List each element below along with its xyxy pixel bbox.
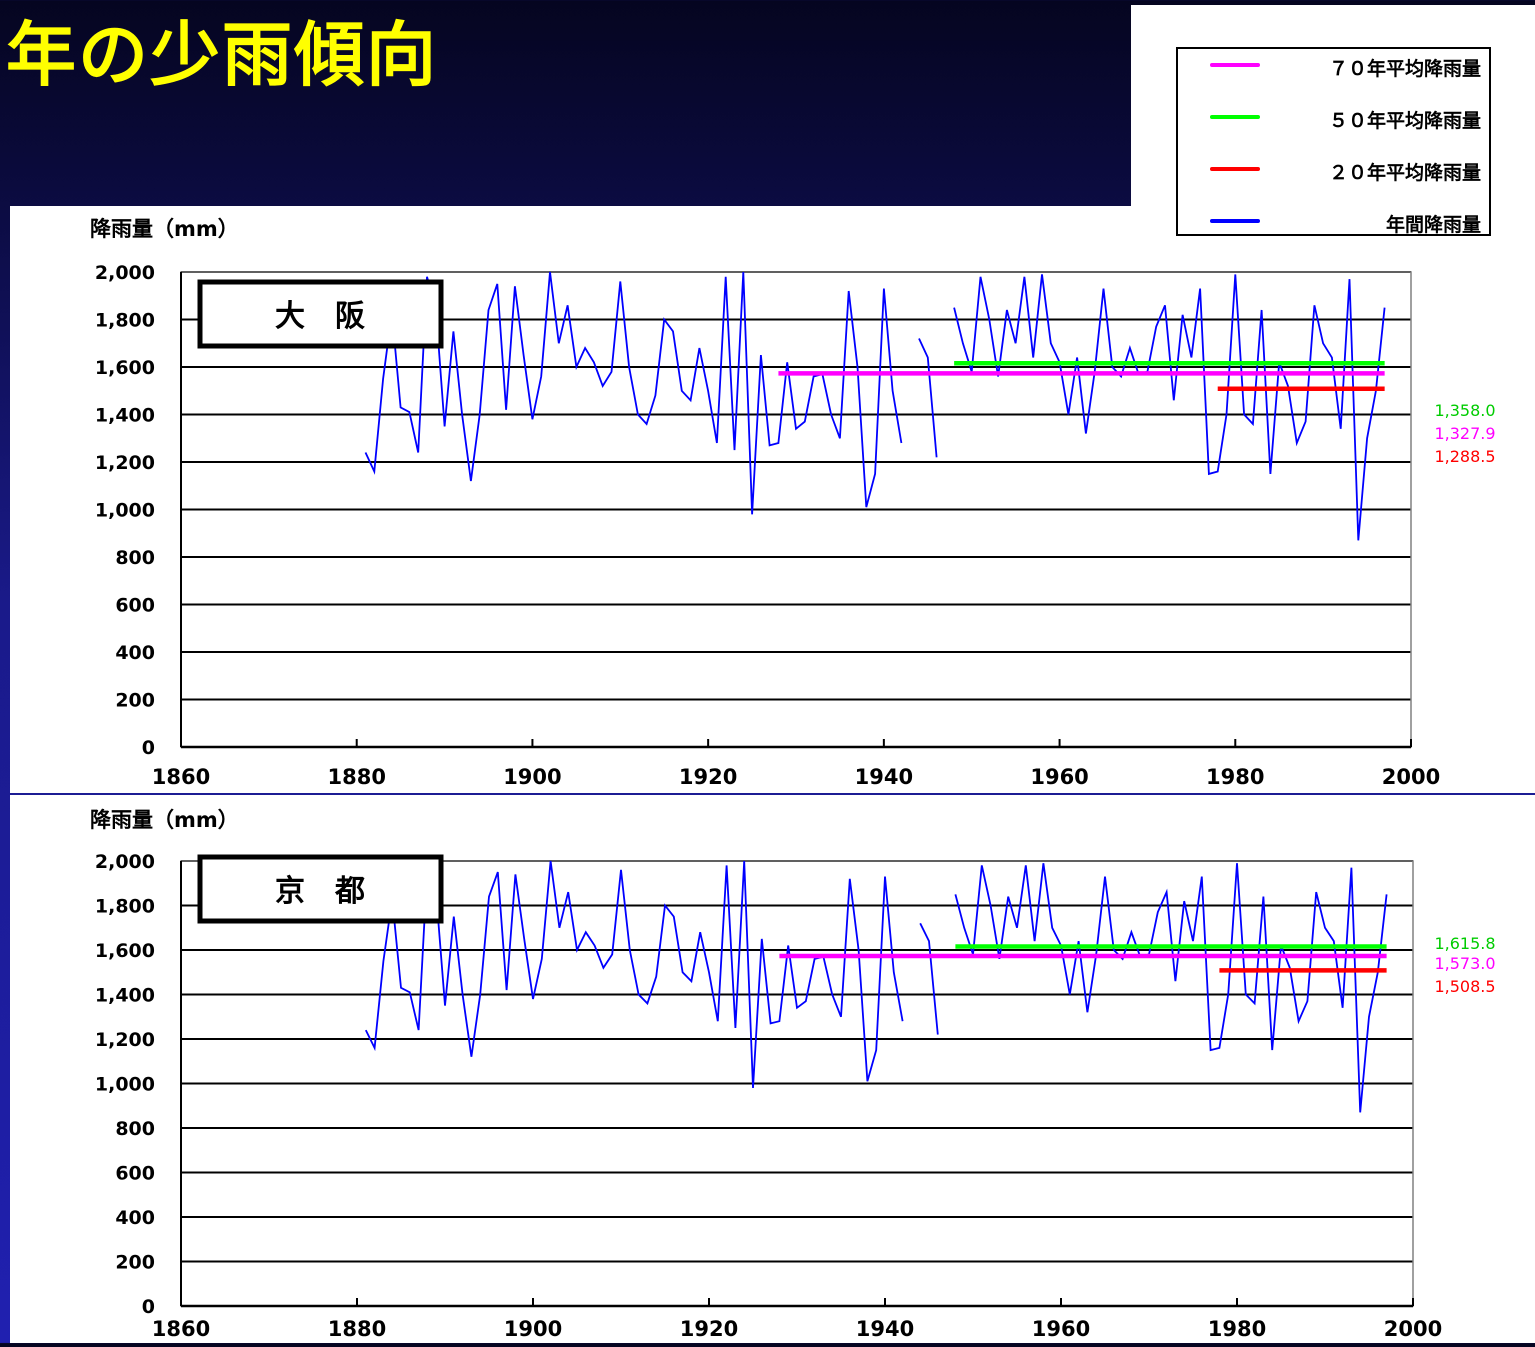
legend-label: 年間降雨量 (1385, 214, 1481, 236)
legend-item-50yr: ５０年平均降雨量 (1178, 105, 1489, 132)
y-tick-label: 800 (115, 547, 155, 569)
legend-swatch (1210, 115, 1260, 119)
y-tick-label: 1,400 (95, 405, 155, 427)
station-label-box (197, 854, 444, 924)
chart-osaka: 降雨量（mm） 0 200 400 600 800 1,000 1,200 1,400 1,600… (90, 217, 1496, 789)
y-axis-label: 降雨量（mm） (90, 217, 239, 241)
x-tick-label: 1900 (503, 765, 561, 789)
y-tick-label: 1,600 (95, 940, 155, 962)
x-tick-label: 1940 (855, 765, 913, 789)
legend-item-20yr: ２０年平均降雨量 (1178, 157, 1489, 184)
annual-rainfall-line (919, 922, 939, 1035)
legend-swatch (1210, 63, 1260, 67)
legend-swatch (1210, 167, 1260, 171)
y-tick-label: 0 (142, 737, 155, 759)
y-tick-label: 1,200 (95, 452, 155, 474)
y-tick-label: 1,800 (95, 310, 155, 332)
legend-item-70yr: ７０年平均降雨量 (1178, 53, 1489, 80)
x-tick-label: 1880 (327, 765, 385, 789)
y-tick-label: 400 (115, 642, 155, 664)
x-tick-label: 1920 (680, 1317, 738, 1341)
y-tick-label: 1,000 (95, 1074, 155, 1096)
legend-item-annual: 年間降雨量 (1178, 209, 1489, 236)
annual-rainfall-line (918, 338, 938, 458)
chart-kyoto: 降雨量（mm） 0 200 400 600 800 1,000 1,200 1,400 1,600… (90, 808, 1496, 1341)
y-tick-label: 2,000 (95, 851, 155, 873)
x-tick-label: 1980 (1208, 1317, 1266, 1341)
y-tick-label: 800 (115, 1118, 155, 1140)
y-tick-label: 1,600 (95, 357, 155, 379)
x-tick-label: 1940 (856, 1317, 914, 1341)
chart-panel-kyoto: 降雨量（mm） 0 200 400 600 800 1,000 1,200 1,400 1,600… (10, 795, 1535, 1343)
y-tick-label: 1,800 (95, 896, 155, 918)
legend-frame: ７０年平均降雨量 ５０年平均降雨量 ２０年平均降雨量 年間降雨量 (1176, 47, 1491, 236)
legend-label: ７０年平均降雨量 (1328, 58, 1481, 80)
y-tick-label: 600 (115, 1163, 155, 1185)
station-name: 大 阪 (275, 299, 365, 334)
annual-rainfall-line (364, 860, 904, 1089)
y-tick-label: 0 (142, 1296, 155, 1318)
y-tick-label: 200 (115, 1252, 155, 1274)
y-tick-label: 400 (115, 1207, 155, 1229)
x-tick-label: 1980 (1206, 765, 1264, 789)
x-tick-label: 1920 (679, 765, 737, 789)
y-tick-label: 1,400 (95, 985, 155, 1007)
x-tick-label: 2000 (1382, 765, 1440, 789)
avg-value-label: 1,573.0 (1434, 954, 1495, 973)
legend-label: ５０年平均降雨量 (1328, 110, 1481, 132)
avg-value-label: 1,615.8 (1434, 934, 1495, 953)
x-tick-label: 1960 (1030, 765, 1088, 789)
station-label-box (197, 279, 444, 349)
legend-swatch (1210, 219, 1260, 223)
avg-value-label: 1,327.9 (1434, 424, 1495, 443)
y-tick-label: 1,000 (95, 500, 155, 522)
avg-value-label: 1,288.5 (1434, 447, 1495, 466)
x-tick-label: 1960 (1032, 1317, 1090, 1341)
annual-rainfall-line (954, 863, 1388, 1113)
avg-value-label: 1,508.5 (1434, 977, 1495, 996)
y-tick-label: 200 (115, 690, 155, 712)
avg-value-label: 1,358.0 (1434, 401, 1495, 420)
x-tick-label: 1860 (152, 765, 210, 789)
annual-rainfall-line (953, 274, 1386, 541)
legend: ７０年平均降雨量 ５０年平均降雨量 ２０年平均降雨量 年間降雨量 (1131, 5, 1535, 267)
y-tick-label: 1,200 (95, 1029, 155, 1051)
annual-rainfall-line (364, 271, 903, 515)
y-tick-label: 600 (115, 595, 155, 617)
chart-panel-osaka: 降雨量（mm） 0 200 400 600 800 1,000 1,200 1,400 1,600… (10, 206, 1535, 793)
slide-title: 年の少雨傾向 (6, 14, 438, 96)
x-tick-label: 1880 (328, 1317, 386, 1341)
legend-label: ２０年平均降雨量 (1328, 162, 1481, 184)
station-name: 京 都 (275, 874, 365, 909)
x-tick-label: 2000 (1384, 1317, 1442, 1341)
x-tick-label: 1900 (504, 1317, 562, 1341)
y-axis-label: 降雨量（mm） (90, 808, 239, 832)
y-tick-label: 2,000 (95, 262, 155, 284)
x-tick-label: 1860 (152, 1317, 210, 1341)
